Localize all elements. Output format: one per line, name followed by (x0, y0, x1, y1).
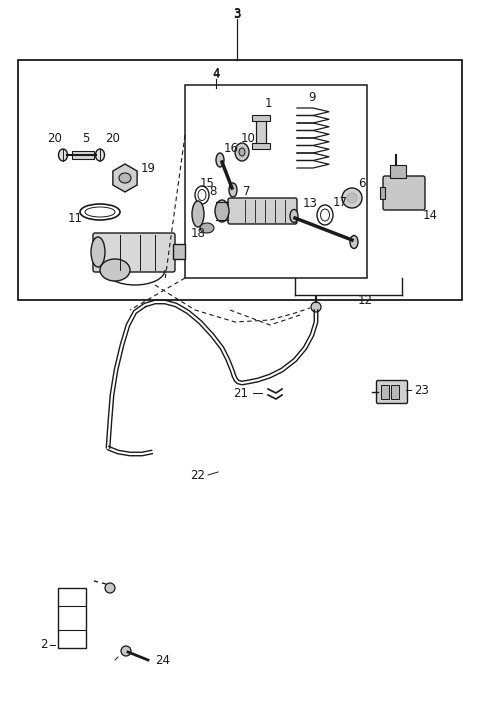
Text: 20: 20 (106, 131, 120, 144)
Text: 1: 1 (264, 96, 272, 109)
Text: 22: 22 (190, 468, 205, 481)
Ellipse shape (290, 210, 298, 223)
Bar (252, 143, 270, 149)
Ellipse shape (100, 259, 130, 281)
Ellipse shape (235, 143, 249, 161)
Bar (381, 385, 389, 399)
Ellipse shape (96, 149, 105, 161)
Circle shape (121, 646, 131, 656)
Bar (252, 115, 270, 121)
Text: 7: 7 (243, 184, 251, 197)
Text: 17: 17 (333, 196, 348, 209)
FancyBboxPatch shape (376, 381, 408, 404)
Ellipse shape (229, 183, 237, 197)
Text: 8: 8 (209, 184, 216, 197)
Text: 23: 23 (414, 384, 429, 397)
Text: 15: 15 (200, 176, 215, 189)
Text: 5: 5 (82, 131, 90, 144)
Ellipse shape (200, 223, 214, 233)
Ellipse shape (216, 153, 224, 167)
Text: 3: 3 (233, 7, 240, 20)
Circle shape (105, 583, 115, 593)
Bar (58, 588, 86, 648)
FancyBboxPatch shape (93, 233, 175, 272)
Ellipse shape (215, 200, 229, 222)
Ellipse shape (192, 201, 204, 227)
Circle shape (342, 188, 362, 208)
Bar (256, 118, 266, 146)
Text: 14: 14 (422, 209, 437, 222)
Text: 6: 6 (358, 176, 366, 189)
Text: 18: 18 (191, 226, 205, 239)
Text: 19: 19 (141, 162, 156, 175)
Text: 3: 3 (233, 7, 240, 20)
Bar (390, 165, 406, 178)
Text: 10: 10 (240, 131, 255, 144)
FancyBboxPatch shape (228, 198, 297, 224)
Circle shape (311, 302, 321, 312)
Text: 20: 20 (48, 131, 62, 144)
Bar (72, 151, 94, 159)
Bar (185, 85, 367, 278)
Bar (391, 385, 399, 399)
Text: 9: 9 (308, 91, 316, 104)
Bar (380, 187, 385, 199)
Text: 16: 16 (224, 141, 239, 154)
Ellipse shape (239, 148, 245, 156)
Text: 24: 24 (155, 653, 170, 666)
Text: 12: 12 (358, 294, 372, 307)
Text: 11: 11 (68, 212, 83, 225)
Text: 13: 13 (302, 196, 317, 210)
FancyBboxPatch shape (383, 176, 425, 210)
Ellipse shape (119, 173, 131, 183)
Circle shape (312, 303, 320, 311)
Text: 21: 21 (233, 386, 248, 399)
Ellipse shape (91, 237, 105, 267)
Text: 4: 4 (212, 67, 220, 80)
Bar (18, 60, 462, 300)
Ellipse shape (350, 236, 358, 249)
Text: 4: 4 (212, 67, 220, 80)
Text: 3: 3 (233, 7, 240, 20)
Bar (173, 244, 185, 259)
Circle shape (347, 193, 357, 203)
Text: 2: 2 (40, 639, 48, 652)
Ellipse shape (59, 149, 68, 161)
